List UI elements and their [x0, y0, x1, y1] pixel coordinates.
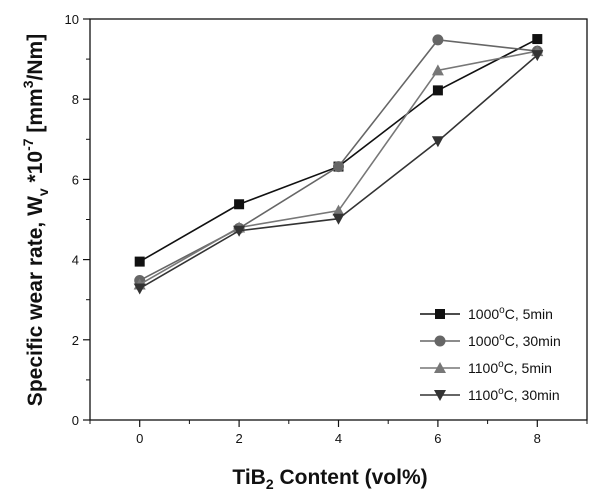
- legend-label: 1000oC, 5min: [468, 305, 553, 322]
- legend-entry: 1000oC, 5min: [420, 305, 553, 322]
- legend-entry: 1000oC, 30min: [420, 332, 561, 349]
- data-point: [332, 213, 345, 225]
- y-tick-label: 0: [72, 413, 79, 428]
- y-tick-label: 2: [72, 333, 79, 348]
- x-axis-label: TiB2 Content (vol%): [232, 466, 427, 492]
- legend-label: 1100oC, 30min: [468, 386, 560, 403]
- series-line: [139, 39, 538, 282]
- y-tick-label: 10: [65, 12, 79, 27]
- legend-marker: [434, 390, 446, 401]
- y-tick-label: 8: [72, 92, 79, 107]
- data-point: [233, 225, 246, 237]
- legend-entry: 1100oC, 30min: [420, 386, 560, 403]
- data-point: [333, 161, 344, 173]
- series-2: [134, 34, 543, 286]
- series-1: [134, 34, 543, 267]
- x-tick-label: 2: [235, 431, 242, 446]
- y-axis-label: Specific wear rate, Wv *10-7 [mm3/Nm]: [20, 34, 51, 406]
- y-tick-label: 6: [72, 172, 79, 187]
- x-tick-label: 4: [335, 431, 342, 446]
- data-point: [234, 199, 245, 210]
- data-point: [133, 283, 146, 295]
- data-point: [431, 64, 444, 76]
- legend-label: 1000oC, 30min: [468, 332, 561, 349]
- data-point: [531, 50, 544, 62]
- x-tick-label: 0: [136, 431, 143, 446]
- data-point: [431, 136, 444, 148]
- legend-entry: 1100oC, 5min: [420, 359, 552, 376]
- data-point: [432, 34, 444, 46]
- legend: 1000oC, 5min 1000oC, 30min 1100oC, 5min 110…: [420, 305, 561, 403]
- y-tick-label: 4: [72, 253, 79, 268]
- data-point: [532, 34, 543, 45]
- data-point: [134, 256, 145, 267]
- x-tick-label: 8: [534, 431, 541, 446]
- series-4: [133, 50, 544, 295]
- legend-marker: [435, 309, 445, 319]
- legend-marker: [434, 335, 446, 347]
- legend-marker: [434, 362, 446, 373]
- data-point: [432, 85, 443, 96]
- legend-label: 1100oC, 5min: [468, 359, 552, 376]
- series-line: [139, 38, 538, 263]
- x-tick-label: 6: [434, 431, 441, 446]
- data-point: [332, 204, 345, 216]
